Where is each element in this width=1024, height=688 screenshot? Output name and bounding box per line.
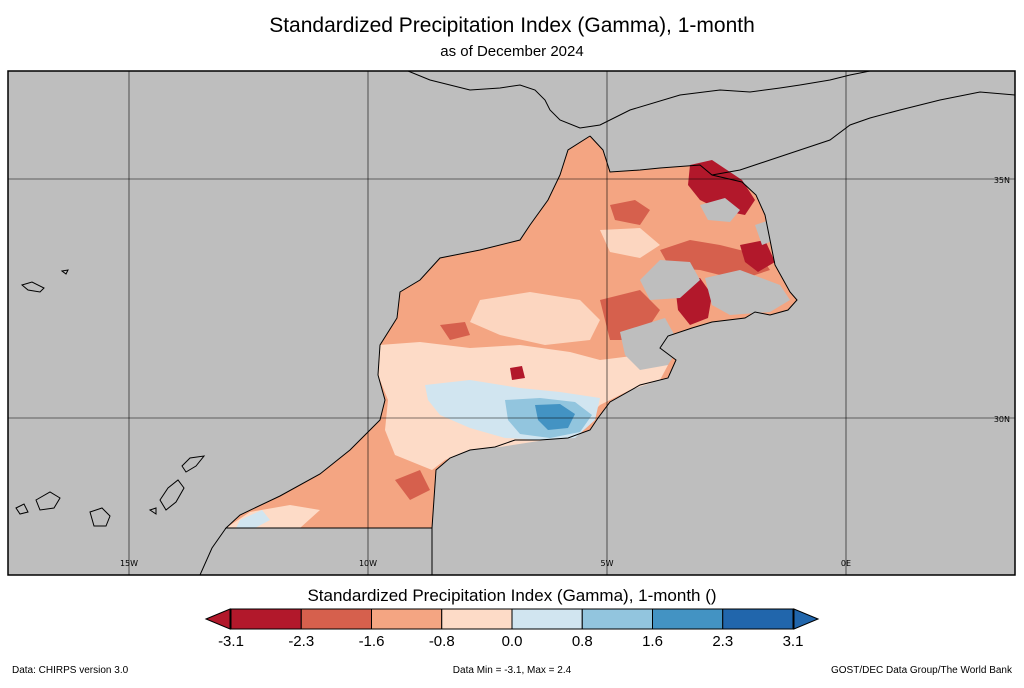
spi-region-extreme-dry: [688, 160, 755, 215]
spi-region-mild-wet: [236, 510, 270, 528]
graticule: [8, 71, 1015, 575]
map-title: Standardized Precipitation Index (Gamma)…: [269, 14, 755, 37]
spi-region-severe-dry: [610, 200, 650, 225]
colorbar-segment: [441, 608, 513, 630]
colorbar-tick-label: -2.3: [288, 633, 315, 650]
spi-region-severe-dry: [660, 240, 770, 280]
coastlines: [15, 71, 1015, 575]
spi-no-data-area: [700, 198, 740, 222]
colorbar-tick-label: 1.6: [642, 633, 663, 650]
colorbar-tick-label: 3.1: [782, 633, 804, 650]
map-content: [8, 71, 1015, 575]
colorbar-segment: [300, 608, 372, 630]
colorbar-segment: [230, 608, 302, 630]
colorbar-title: Standardized Precipitation Index (Gamma)…: [307, 586, 717, 605]
lat-label: 30N: [994, 415, 1010, 424]
colorbar-segment: [371, 608, 443, 630]
data-range-note: Data Min = -3.1, Max = 2.4: [452, 665, 572, 676]
lon-label: 10W: [359, 559, 377, 568]
colorbar-segments: [230, 608, 794, 630]
spi-region-extreme-dry: [740, 240, 775, 272]
lon-label: 5W: [601, 559, 614, 568]
lon-labels: 15W 10W 5W 0E: [120, 559, 851, 568]
colorbar-tick-label: 2.3: [712, 633, 734, 650]
spi-region-wet: [535, 404, 575, 430]
colorbar-segment: [652, 608, 724, 630]
spi-no-data-area: [620, 318, 680, 370]
colorbar-segment: [722, 608, 794, 630]
spi-no-data-area: [640, 260, 700, 300]
spi-region-mild-dry: [600, 228, 660, 258]
spi-region-extreme-dry: [510, 366, 525, 380]
colorbar-tick-label: 0.8: [571, 633, 593, 650]
colorbar-segment: [511, 608, 583, 630]
colorbar-tick-label: -3.1: [218, 633, 244, 650]
spi-region-severe-dry: [440, 322, 470, 340]
colorbar-tick-label: -0.8: [428, 633, 455, 650]
colorbar-under-arrow: [204, 608, 231, 630]
lat-labels: 35N 30N: [994, 176, 1010, 424]
colorbar-over-arrow: [793, 608, 820, 630]
lon-label: 15W: [120, 559, 138, 568]
colorbar-segment: [581, 608, 653, 630]
colorbar-tick-label: -1.6: [358, 633, 385, 650]
colorbar-tick-label: 0.0: [501, 633, 523, 650]
spi-region-mild-dry: [470, 292, 600, 345]
lat-label: 35N: [994, 176, 1010, 185]
spi-no-data-area: [705, 270, 790, 315]
spi-region-severe-dry: [395, 470, 430, 500]
colorbar: [204, 608, 820, 630]
data-source-note: Data: CHIRPS version 3.0: [12, 665, 129, 676]
map-subtitle: as of December 2024: [440, 43, 584, 60]
map-frame: [7, 70, 1016, 576]
credit-note: GOST/DEC Data Group/The World Bank: [831, 665, 1012, 676]
lon-label: 0E: [841, 559, 851, 568]
